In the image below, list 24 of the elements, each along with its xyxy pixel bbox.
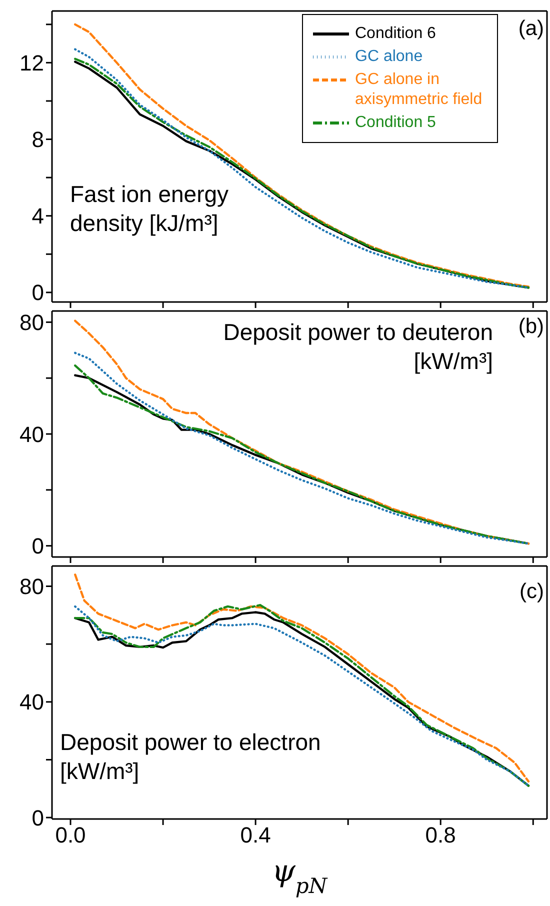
annotation: Fast ion energy density [kJ/m³] — [70, 180, 230, 238]
y-tick-label: 40 — [20, 422, 44, 447]
y-tick-label: 4 — [32, 204, 44, 229]
legend-label: GC alone in axisymmetric field — [355, 70, 484, 110]
x-tick-label: 0.8 — [425, 822, 456, 848]
annotation: (a) — [517, 16, 544, 42]
y-tick-label: 8 — [32, 127, 44, 152]
y-tick-label: 0 — [32, 805, 44, 830]
y-tick-label: 12 — [20, 50, 44, 76]
legend-label: Condition 6 — [355, 24, 436, 44]
y-tick-label: 80 — [20, 310, 44, 335]
y-tick-label: 0 — [32, 534, 44, 559]
x-tick-label: 0.0 — [55, 822, 86, 848]
annotation: Deposit power to electron [kW/m³] — [60, 728, 322, 786]
legend-label: GC alone — [355, 47, 423, 67]
annotation: (b) — [517, 314, 544, 340]
x-axis-title: ψ$_{pN}$ — [272, 854, 328, 898]
y-tick-label: 0 — [32, 280, 44, 306]
y-tick-label: 40 — [20, 690, 44, 715]
y-tick-label: 80 — [20, 574, 44, 600]
annotation: (c) — [518, 579, 544, 605]
x-tick-label: 0.4 — [240, 822, 271, 848]
legend-label: Condition 5 — [355, 113, 436, 133]
annotation: Deposit power to deuteron [kW/m³] — [222, 318, 493, 376]
